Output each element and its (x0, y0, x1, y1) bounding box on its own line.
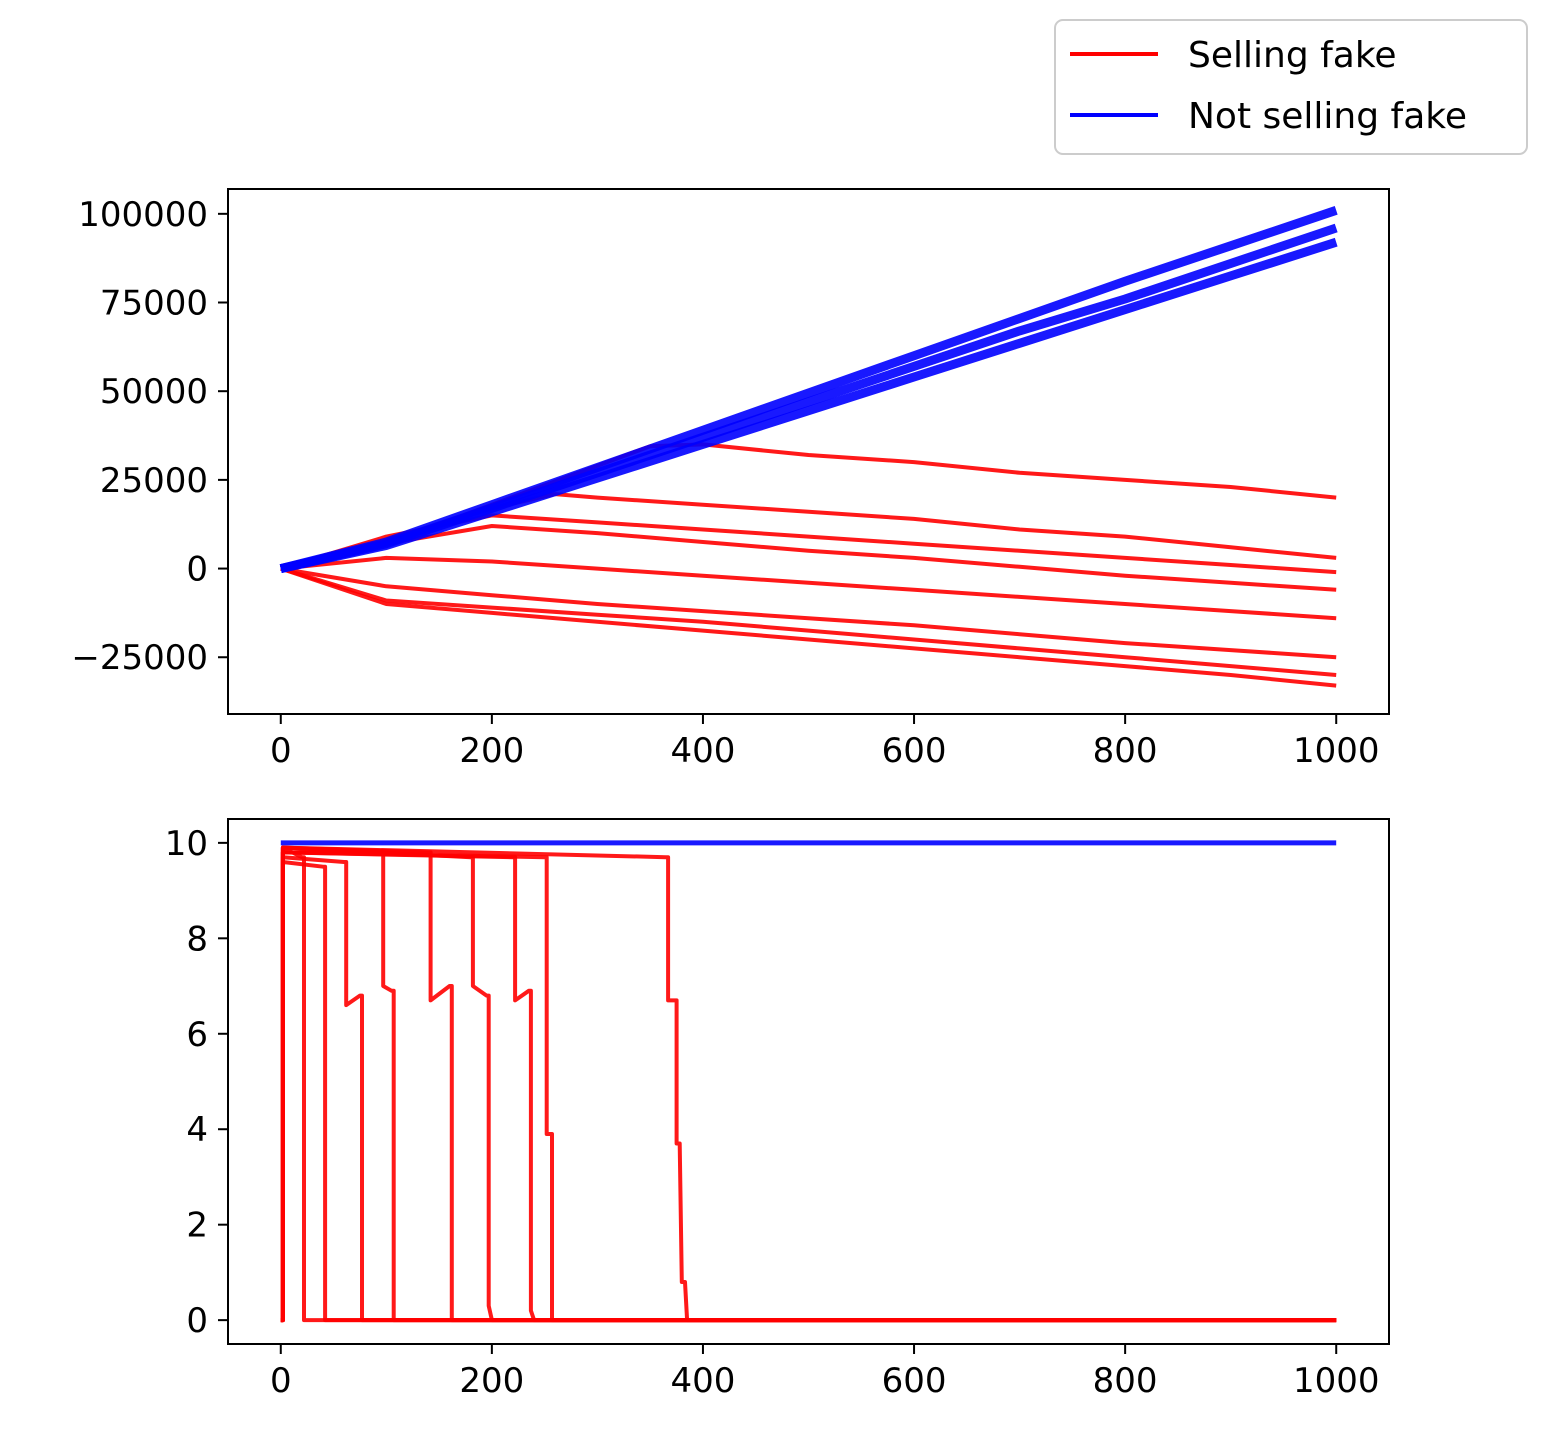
bottom-y-tick-label: 2 (186, 1206, 208, 1246)
top-series-line-1 (279, 206, 1338, 573)
legend-box (1054, 19, 1528, 155)
bottom-x-tick-label: 0 (270, 1361, 292, 1401)
legend-label-selling-fake: Selling fake (1188, 35, 1397, 76)
top-x-tick-label: 200 (459, 731, 524, 771)
bottom-axes: 0 200 400 600 800 1000 0 2 4 6 8 10 (165, 818, 1390, 1401)
bottom-x-tick-label: 400 (671, 1361, 736, 1401)
top-axes-frame (227, 188, 1390, 715)
top-y-tick-label: 25000 (100, 461, 208, 501)
top-x-tick-label: 800 (1093, 731, 1158, 771)
top-series-line-7 (280, 555, 1337, 621)
bottom-series-line-9 (280, 850, 1337, 1323)
top-x-tick-label: 1000 (1293, 731, 1380, 771)
bottom-x-tick-label: 800 (1093, 1361, 1158, 1401)
top-y-tick-label: −25000 (71, 638, 208, 678)
top-y-tick-label: 50000 (100, 372, 208, 412)
top-axes-series-group (279, 206, 1338, 688)
bottom-x-tick-label: 200 (459, 1361, 524, 1401)
bottom-axes-ticks: 0 200 400 600 800 1000 0 2 4 6 8 10 (165, 824, 1380, 1401)
bottom-axes-series-group (280, 840, 1337, 1323)
top-x-tick-label: 400 (671, 731, 736, 771)
top-y-tick-label: 0 (186, 550, 208, 590)
top-axes: 0 200 400 600 800 1000 −25000 0 25000 50000 75000 1… (71, 188, 1390, 771)
bottom-y-tick-label: 8 (186, 919, 208, 959)
bottom-y-tick-label: 0 (186, 1301, 208, 1341)
bottom-axes-frame (227, 818, 1390, 1345)
top-x-tick-label: 0 (270, 731, 292, 771)
top-x-tick-label: 600 (882, 731, 947, 771)
top-axes-ticks: 0 200 400 600 800 1000 −25000 0 25000 50000 75000 1… (71, 195, 1379, 771)
top-y-tick-label: 75000 (100, 284, 208, 324)
top-series-line-2 (279, 237, 1338, 573)
bottom-y-tick-label: 4 (186, 1110, 208, 1150)
bottom-y-tick-label: 6 (186, 1015, 208, 1055)
top-series-line-8 (280, 566, 1337, 660)
top-series-line-10 (280, 566, 1337, 688)
top-series-line-6 (280, 524, 1337, 592)
top-series-line-9 (280, 566, 1337, 677)
bottom-y-tick-label: 10 (165, 824, 208, 864)
top-y-tick-label: 100000 (78, 195, 208, 235)
bottom-x-tick-label: 1000 (1293, 1361, 1380, 1401)
legend-label-not-selling-fake: Not selling fake (1188, 96, 1467, 137)
legend: Selling fake Not selling fake (1054, 19, 1528, 155)
bottom-x-tick-label: 600 (882, 1361, 947, 1401)
